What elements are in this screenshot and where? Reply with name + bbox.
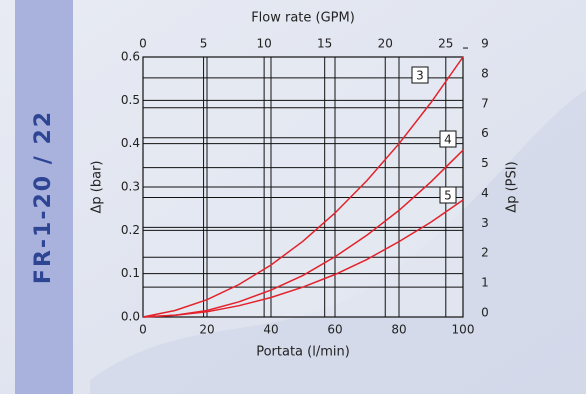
series-label: 4: [444, 133, 452, 147]
side-title: FR-1-20 / 22: [31, 110, 56, 284]
y2-axis-title: Δp (PSI): [505, 161, 520, 212]
y2-tick-label: 6: [481, 126, 489, 140]
y2-tick-label: 3: [481, 216, 489, 230]
series-line: [142, 56, 464, 318]
y2-tick-label: 2: [481, 246, 489, 260]
y-tick-label: 0.6: [121, 50, 140, 64]
x-tick-label: 60: [327, 323, 342, 337]
x2-tick-label: 20: [378, 37, 393, 51]
y2-tick-label: 5: [481, 156, 489, 170]
series-label-box: [439, 130, 457, 148]
y-axis-title: Δp (bar): [90, 161, 105, 214]
y2-tick-label: 7: [481, 96, 489, 110]
series-label: 3: [416, 69, 424, 83]
x-tick-label: 80: [391, 323, 406, 337]
y2-tick-label: 0: [481, 306, 489, 320]
plot-frame: [142, 56, 464, 318]
series-label-box: [411, 66, 429, 84]
series-label-box: [439, 186, 457, 204]
x2-tick-label: 5: [200, 37, 208, 51]
x-tick-label: 20: [199, 323, 214, 337]
y2-tick-label: 4: [481, 186, 489, 200]
x2-tick-label: 25: [438, 37, 453, 51]
series-line: [142, 149, 464, 318]
y-tick-label: 0.4: [121, 136, 140, 150]
y-tick-label: 0.2: [121, 223, 140, 237]
x2-tick-label: 0: [139, 37, 147, 51]
x2-tick-label: 10: [256, 37, 271, 51]
map-shape: [90, 90, 586, 394]
y-tick-label: 0.5: [121, 93, 140, 107]
side-band: [15, 0, 73, 394]
series-label: 5: [444, 189, 452, 203]
x-axis-title: Portata (l/min): [256, 345, 350, 360]
x-tick-label: 0: [139, 323, 147, 337]
x2-tick-label: 15: [317, 37, 332, 51]
series-line: [142, 199, 464, 318]
y-tick-label: 0.3: [121, 180, 140, 194]
x2-axis-title: Flow rate (GPM): [251, 11, 355, 26]
x-tick-label: 40: [263, 323, 278, 337]
y-tick-label: 0.1: [121, 266, 140, 280]
x-tick-label: 100: [452, 323, 475, 337]
y2-tick-label: 1: [481, 276, 489, 290]
y2-tick-label: 8: [481, 66, 489, 80]
y2-tick-label: 9: [481, 37, 489, 51]
y-tick-label: 0.0: [121, 310, 140, 324]
